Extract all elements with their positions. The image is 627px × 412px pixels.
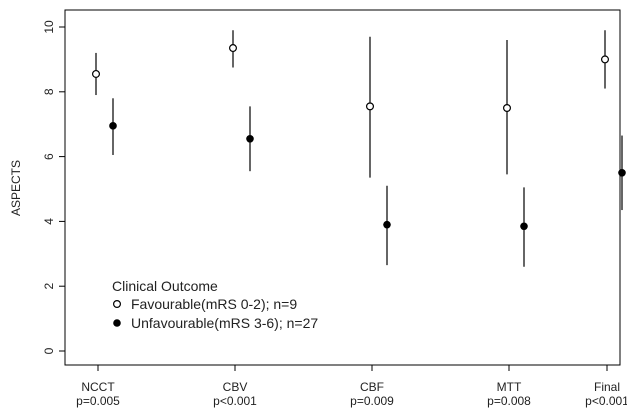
x-tick-pvalue: p<0.001: [213, 394, 257, 408]
y-tick-label: 6: [42, 153, 56, 160]
point-favourable: [503, 103, 512, 112]
point-unfavourable: [383, 220, 391, 229]
legend-marker-unfavourable: [113, 319, 121, 327]
x-tick-pvalue: p=0.008: [487, 394, 531, 408]
legend: Clinical Outcome Favourable(mRS 0-2); n=…: [112, 278, 318, 331]
point-favourable: [229, 44, 238, 53]
point-favourable: [366, 102, 375, 111]
point-unfavourable: [520, 222, 528, 231]
y-tick-label: 4: [42, 218, 56, 225]
legend-label-favourable: Favourable(mRS 0-2); n=9: [131, 296, 297, 312]
point-favourable: [600, 55, 609, 64]
x-tick-label: MTT: [497, 380, 522, 394]
point-favourable: [91, 69, 100, 78]
x-tick-pvalue: p=0.009: [350, 394, 394, 408]
legend-marker-favourable: [112, 300, 121, 309]
x-tick-pvalue: p=0.005: [76, 394, 120, 408]
y-tick-label: 10: [42, 20, 56, 34]
y-tick-label: 2: [42, 283, 56, 290]
y-tick-label: 0: [42, 347, 56, 354]
legend-label-unfavourable: Unfavourable(mRS 3-6); n=27: [131, 315, 318, 331]
plot-frame: [64, 9, 621, 366]
x-tick-label: CBF: [360, 380, 384, 394]
point-unfavourable: [618, 169, 626, 177]
y-tick-label: 8: [42, 88, 56, 95]
y-axis-label: ASPECTS: [9, 160, 23, 216]
x-tick-label: NCCT: [81, 380, 115, 394]
x-tick-label: CBV: [223, 380, 248, 394]
x-tick-label: Final: [594, 380, 620, 394]
x-tick-pvalue: p<0.001: [585, 394, 627, 408]
point-unfavourable: [246, 134, 254, 143]
point-unfavourable: [109, 122, 117, 130]
legend-title: Clinical Outcome: [112, 278, 218, 294]
